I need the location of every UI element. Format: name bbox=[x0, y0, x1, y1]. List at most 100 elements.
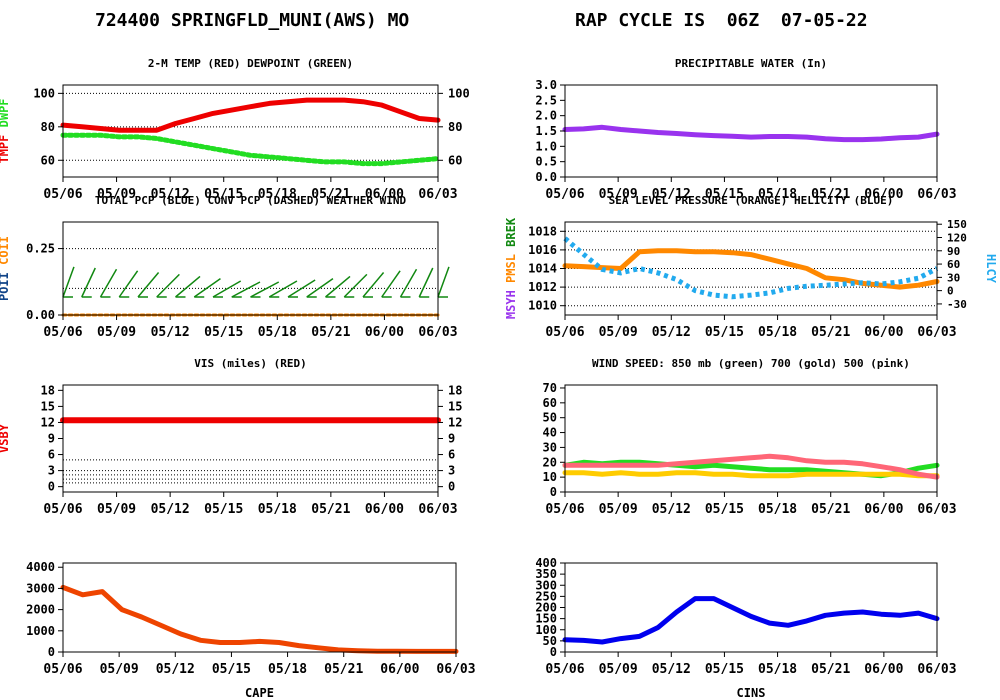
wind-barb bbox=[362, 272, 385, 298]
x-tick-label-vis: 05/06 bbox=[43, 502, 82, 517]
y-tick-label-slp: 1010 bbox=[528, 299, 557, 313]
x-tick-label-vis: 05/09 bbox=[97, 502, 136, 517]
y-axis-label-part: BREK bbox=[504, 217, 518, 254]
wind-barb bbox=[268, 280, 298, 298]
plot-frame-wind bbox=[564, 384, 938, 493]
chart-title-pw: PRECIPITABLE WATER (In) bbox=[675, 57, 827, 70]
y-tick-label-vis: 15 bbox=[41, 399, 55, 413]
x-tick-label-slp: 06/03 bbox=[917, 325, 956, 340]
chart-title-temp: 2-M TEMP (RED) DEWPOINT (GREEN) bbox=[148, 57, 353, 70]
y-tick-label-pw: 0.0 bbox=[535, 170, 557, 184]
x-tick-label-temp: 06/00 bbox=[365, 187, 404, 202]
x-tick-label-precip: 05/12 bbox=[151, 325, 190, 340]
x-tick-label-wind: 06/00 bbox=[864, 502, 903, 517]
y-tick-label-vis: 12 bbox=[41, 415, 55, 429]
series-line-temp-0 bbox=[60, 97, 441, 133]
y-tick-label-cins: 250 bbox=[535, 589, 557, 603]
y-tick-label-wind: 20 bbox=[543, 455, 557, 469]
right-tick-label-vis: 3 bbox=[448, 464, 455, 478]
x-tick-label-pw: 05/06 bbox=[545, 187, 584, 202]
wind-barb bbox=[175, 275, 201, 298]
x-tick-label-precip: 05/09 bbox=[97, 325, 136, 340]
x-tick-label-cins: 05/21 bbox=[811, 662, 850, 677]
x-tick-label-cins: 05/18 bbox=[758, 662, 797, 677]
right-tick-label-slp: 30 bbox=[947, 271, 960, 284]
y-tick-label-cins: 200 bbox=[535, 601, 557, 615]
x-tick-label-pw: 05/12 bbox=[652, 187, 691, 202]
x-tick-label-temp: 05/12 bbox=[151, 187, 190, 202]
right-tick-label-temp: 80 bbox=[448, 120, 462, 134]
x-tick-label-vis: 06/03 bbox=[418, 502, 457, 517]
x-tick-label-wind: 05/18 bbox=[758, 502, 797, 517]
y-axis-label-precip: POII COII bbox=[0, 236, 11, 301]
y-tick-label-wind: 30 bbox=[543, 440, 557, 454]
x-tick-label-slp: 05/09 bbox=[599, 325, 638, 340]
y-axis-label-part: PMSL bbox=[504, 254, 518, 290]
x-tick-label-precip: 06/03 bbox=[418, 325, 457, 340]
series-line-cape-0 bbox=[60, 584, 459, 654]
wind-barb bbox=[399, 268, 418, 298]
x-tick-label-pw: 05/21 bbox=[811, 187, 850, 202]
station-title: 724400 SPRINGFLD_MUNI(AWS) MO bbox=[95, 10, 409, 31]
y-tick-label-cins: 350 bbox=[535, 567, 557, 581]
x-tick-label-slp: 05/18 bbox=[758, 325, 797, 340]
y-tick-label-vis: 6 bbox=[48, 448, 55, 462]
y-tick-label-pw: 3.0 bbox=[535, 78, 557, 92]
plot-frame-temp bbox=[62, 84, 439, 178]
x-tick-label-cins: 05/09 bbox=[599, 662, 638, 677]
y-tick-label-cape: 1000 bbox=[26, 624, 55, 638]
x-tick-label-slp: 05/12 bbox=[652, 325, 691, 340]
cycle-title: RAP CYCLE IS 06Z 07-05-22 bbox=[575, 10, 868, 31]
y-axis-label-slp: MSYH PMSL BREK bbox=[504, 217, 518, 319]
wind-barb bbox=[62, 266, 75, 298]
y-axis-label-part: VSBY bbox=[0, 423, 11, 453]
chart-vis: VIS (miles) (RED) 05/06 05/09 05/12 05/15 05/… bbox=[0, 357, 462, 517]
x-tick-label-pw: 06/03 bbox=[917, 187, 956, 202]
y-tick-label-cins: 50 bbox=[543, 634, 557, 648]
series-line-cins-0 bbox=[562, 596, 940, 645]
x-tick-label-temp: 05/18 bbox=[258, 187, 297, 202]
right-tick-label-temp: 60 bbox=[448, 153, 462, 167]
wind-barb bbox=[287, 279, 316, 298]
x-tick-label-vis: 05/15 bbox=[204, 502, 243, 517]
wind-barb bbox=[343, 273, 368, 298]
y-axis-label-part: COII bbox=[0, 236, 11, 272]
chart-wind: WIND SPEED: 850 mb (green) 700 (gold) 50… bbox=[543, 357, 957, 517]
series-line-wind-2 bbox=[562, 453, 940, 480]
x-tick-label-pw: 05/18 bbox=[758, 187, 797, 202]
chart-cape: CAPE 05/06 05/09 05/12 05/15 05/18 05/21 06/00 0… bbox=[26, 560, 475, 700]
right-tick-label-vis: 6 bbox=[448, 448, 455, 462]
x-tick-label-vis: 05/21 bbox=[311, 502, 350, 517]
right-tick-label-vis: 15 bbox=[448, 399, 462, 413]
y-tick-label-pw: 1.0 bbox=[535, 139, 557, 153]
x-tick-label-precip: 05/15 bbox=[204, 325, 243, 340]
y-tick-label-pw: 2.5 bbox=[535, 93, 557, 107]
right-tick-label-vis: 9 bbox=[448, 432, 455, 446]
chart-slp: SEA LEVEL PRESSURE (ORANGE) HELICITY (BL… bbox=[504, 194, 998, 340]
wind-barb bbox=[325, 275, 351, 298]
wind-barb bbox=[231, 281, 261, 298]
y-tick-label-precip: 0.00 bbox=[26, 308, 55, 322]
x-tick-label-cape: 05/09 bbox=[100, 662, 139, 677]
y-tick-label-vis: 9 bbox=[48, 432, 55, 446]
x-tick-label-pw: 05/15 bbox=[705, 187, 744, 202]
x-tick-label-precip: 05/21 bbox=[311, 325, 350, 340]
wind-barb bbox=[99, 268, 118, 298]
y-tick-label-vis: 0 bbox=[48, 480, 55, 494]
right-tick-label-slp: 120 bbox=[947, 232, 967, 245]
wind-barb bbox=[418, 267, 434, 298]
x-tick-label-cins: 05/12 bbox=[652, 662, 691, 677]
plot-frame-cape bbox=[62, 562, 457, 653]
x-tick-label-wind: 05/09 bbox=[599, 502, 638, 517]
chart-title-slp: SEA LEVEL PRESSURE (ORANGE) HELICITY (BL… bbox=[609, 194, 894, 207]
x-tick-label-precip: 06/00 bbox=[365, 325, 404, 340]
x-tick-label-slp: 06/00 bbox=[864, 325, 903, 340]
wind-barb bbox=[156, 273, 180, 298]
x-tick-label-temp: 05/21 bbox=[311, 187, 350, 202]
wind-barb bbox=[81, 267, 96, 298]
x-tick-label-cape: 05/18 bbox=[268, 662, 307, 677]
wind-barb bbox=[193, 278, 221, 298]
series-line-temp-1 bbox=[60, 132, 441, 167]
y-axis-label-temp: TMPF DWPF bbox=[0, 98, 11, 163]
